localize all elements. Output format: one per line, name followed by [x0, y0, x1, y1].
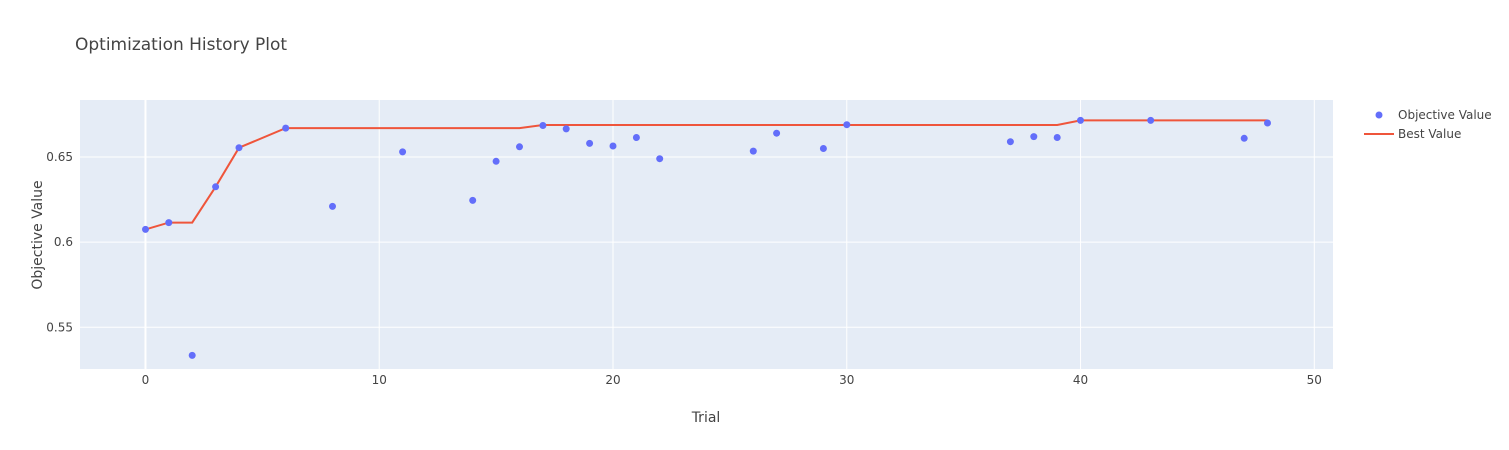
objective-value-point[interactable] — [329, 202, 336, 210]
objective-value-points — [142, 116, 1271, 359]
objective-value-point[interactable] — [282, 124, 290, 132]
objective-value-point[interactable] — [1030, 133, 1038, 141]
objective-value-point[interactable] — [609, 142, 617, 150]
x-tick-label: 30 — [839, 373, 854, 387]
objective-value-point[interactable] — [188, 351, 196, 359]
y-tick-label: 0.55 — [46, 320, 73, 334]
objective-value-point[interactable] — [1077, 116, 1084, 124]
x-tick-label: 20 — [605, 373, 620, 387]
objective-value-point[interactable] — [843, 121, 851, 129]
objective-value-point[interactable] — [235, 144, 243, 152]
objective-value-point[interactable] — [586, 139, 594, 147]
legend-objective-value-marker — [1375, 111, 1383, 119]
legend-objective-value-label: Objective Value — [1398, 108, 1492, 122]
legend: Objective Value Best Value — [1364, 108, 1492, 141]
y-axis-ticks: 0.55 0.6 0.65 — [46, 150, 73, 334]
objective-value-point[interactable] — [399, 148, 407, 156]
objective-value-point[interactable] — [656, 155, 664, 163]
x-axis-title: Trial — [691, 410, 721, 426]
objective-value-point[interactable] — [539, 122, 547, 129]
objective-value-point[interactable] — [1264, 119, 1271, 127]
objective-value-point[interactable] — [749, 147, 757, 155]
objective-value-point[interactable] — [819, 145, 827, 152]
x-axis-ticks: 0 10 20 30 40 50 — [142, 373, 1322, 387]
objective-value-point[interactable] — [562, 125, 570, 133]
y-tick-label: 0.6 — [54, 235, 73, 249]
x-tick-label: 0 — [142, 373, 150, 387]
chart-title: Optimization History Plot — [75, 35, 287, 55]
x-tick-label: 40 — [1073, 373, 1088, 387]
plot-area — [80, 100, 1333, 369]
objective-value-point[interactable] — [1053, 134, 1061, 141]
objective-value-point[interactable] — [773, 129, 781, 137]
objective-value-point[interactable] — [492, 157, 500, 165]
objective-value-point[interactable] — [142, 225, 149, 233]
objective-value-point[interactable] — [469, 196, 477, 204]
legend-item-best-value[interactable]: Best Value — [1364, 127, 1461, 141]
y-axis-title: Objective Value — [30, 180, 46, 289]
objective-value-point[interactable] — [165, 219, 173, 227]
objective-value-point[interactable] — [1240, 134, 1248, 142]
legend-best-value-label: Best Value — [1398, 127, 1461, 141]
objective-value-point[interactable] — [1147, 116, 1155, 124]
objective-value-point[interactable] — [212, 183, 220, 191]
x-tick-label: 10 — [372, 373, 387, 387]
objective-value-point[interactable] — [632, 134, 640, 141]
legend-item-objective-value[interactable]: Objective Value — [1375, 108, 1492, 122]
objective-value-point[interactable] — [516, 143, 523, 151]
x-tick-label: 50 — [1307, 373, 1322, 387]
objective-value-point[interactable] — [1006, 138, 1014, 146]
y-tick-label: 0.65 — [46, 150, 73, 164]
